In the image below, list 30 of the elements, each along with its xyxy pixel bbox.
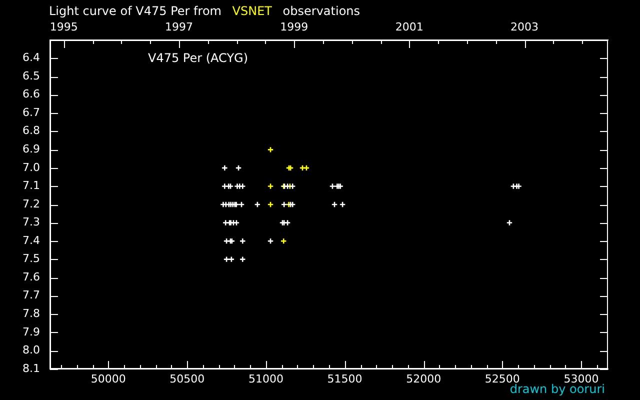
y-tick-label: 8.0: [22, 344, 40, 357]
y-tick-label: 7.0: [22, 160, 40, 174]
y-tick-label: 7.7: [22, 288, 40, 302]
x2-tick-label: 1995: [50, 20, 78, 34]
y-tick-label: 7.3: [22, 216, 40, 229]
x-tick-label: 50000: [90, 372, 126, 386]
chart-title: Light curve of V475 Per from VSNET observations: [49, 4, 360, 18]
y-tick-label: 6.9: [22, 142, 40, 156]
y-tick-label: 6.7: [22, 106, 40, 119]
y-tick-label: 6.6: [22, 88, 40, 101]
y-tick-label: 7.1: [22, 179, 40, 192]
y-tick-label: 8.1: [22, 362, 40, 375]
y-tick-label: 7.9: [22, 325, 40, 338]
y-tick-label: 6.4: [22, 51, 40, 64]
y-tick-label: 7.2: [22, 197, 40, 210]
y-tick-label: 7.6: [22, 270, 40, 284]
x-tick-label: 50500: [170, 372, 205, 386]
x-tick-label: 51000: [248, 372, 284, 386]
y-tick-label: 7.8: [22, 307, 40, 320]
x2-tick-label: 2001: [395, 20, 424, 34]
x-tick-label: 51500: [327, 372, 362, 386]
x2-tick-label: 1999: [280, 20, 308, 34]
annotation: V475 Per (ACYG): [148, 51, 248, 66]
y-tick-label: 7.5: [22, 252, 40, 266]
x2-tick-label: 1997: [164, 20, 193, 34]
x2-tick-label: 2003: [510, 20, 538, 34]
y-tick-label: 6.5: [22, 69, 40, 82]
x-tick-label: 52000: [406, 372, 442, 386]
y-tick-label: 6.8: [22, 124, 40, 138]
y-tick-label: 7.4: [22, 234, 40, 247]
